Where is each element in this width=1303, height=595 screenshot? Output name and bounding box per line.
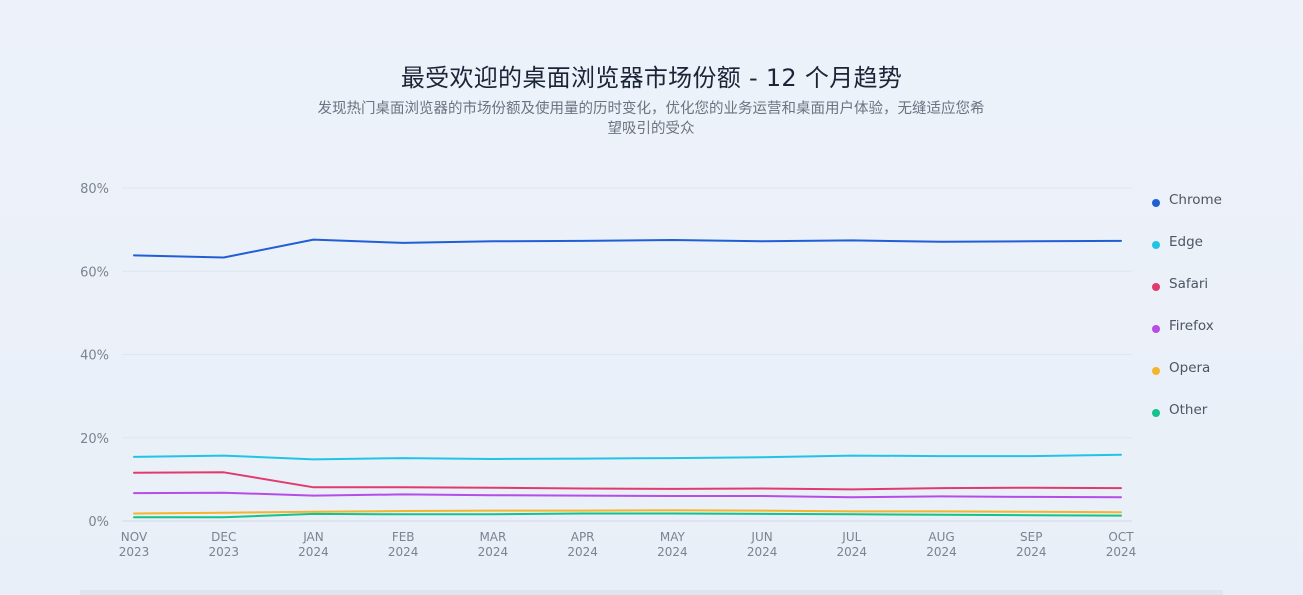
chart-title: 最受欢迎的桌面浏览器市场份额 - 12 个月趋势: [400, 64, 903, 92]
series-line-firefox: [133, 491, 1122, 499]
legend-dot-icon: [1152, 325, 1160, 333]
legend-item-safari[interactable]: Safari: [1150, 276, 1290, 318]
series-line-other: [133, 512, 1122, 519]
legend-item-chrome[interactable]: Chrome: [1150, 192, 1290, 234]
x-tick-label-month: OCT: [1108, 530, 1134, 544]
legend-label: Opera: [1169, 360, 1211, 376]
x-tick-label-year: 2024: [298, 545, 329, 559]
legend-dot-icon: [1152, 283, 1160, 291]
x-tick-label-year: 2023: [208, 545, 239, 559]
legend-item-other[interactable]: Other: [1150, 402, 1290, 444]
legend-item-firefox[interactable]: Firefox: [1150, 318, 1290, 360]
series-lines: [133, 238, 1122, 519]
legend-label: Chrome: [1169, 192, 1222, 208]
x-tick-label-month: SEP: [1020, 530, 1042, 544]
series-line-safari: [133, 471, 1122, 491]
legend-label: Edge: [1169, 234, 1203, 250]
x-tick-label-month: JUL: [841, 530, 861, 544]
chart-legend: Chrome Edge Safari Firefox Opera Other: [1150, 192, 1290, 444]
y-tick-label: 60%: [80, 265, 109, 280]
x-tick-label-month: MAY: [660, 530, 686, 544]
legend-label: Safari: [1169, 276, 1209, 292]
x-tick-label-year: 2024: [657, 545, 688, 559]
subtitle-line-2: 望吸引的受众: [607, 121, 695, 137]
x-axis-ticks: NOV2023DEC2023JAN2024FEB2024MAR2024APR20…: [119, 530, 1137, 559]
series-line-edge: [133, 453, 1122, 461]
x-tick-label-month: JUN: [750, 530, 772, 544]
x-tick-label-month: AUG: [928, 530, 954, 544]
legend-item-opera[interactable]: Opera: [1150, 360, 1290, 402]
y-tick-label: 20%: [80, 432, 109, 447]
chart-subtitle: 发现热门桌面浏览器的市场份额及使用量的历时变化，优化您的业务运营和桌面用户体验，…: [276, 99, 1026, 139]
x-tick-label-year: 2024: [567, 545, 598, 559]
x-tick-label-month: JAN: [302, 530, 324, 544]
legend-label: Other: [1169, 402, 1208, 418]
legend-dot-icon: [1152, 199, 1160, 207]
y-tick-label: 80%: [80, 182, 109, 197]
legend-label: Firefox: [1169, 318, 1214, 334]
legend-dot-icon: [1152, 409, 1160, 417]
x-tick-label-year: 2024: [747, 545, 778, 559]
legend-dot-icon: [1152, 367, 1160, 375]
x-tick-label-year: 2023: [119, 545, 150, 559]
legend-dot-icon: [1152, 241, 1160, 249]
series-line-opera: [133, 509, 1122, 515]
x-tick-label-year: 2024: [837, 545, 868, 559]
y-axis-ticks: 0% 20% 40% 60% 80%: [80, 182, 109, 530]
y-tick-label: 40%: [80, 349, 109, 364]
x-tick-label-month: FEB: [392, 530, 415, 544]
x-tick-label-month: APR: [571, 530, 595, 544]
series-line-chrome: [133, 238, 1122, 259]
grid-lines: [122, 187, 1132, 522]
x-tick-label-year: 2024: [1106, 545, 1137, 559]
x-tick-label-year: 2024: [388, 545, 419, 559]
legend-item-edge[interactable]: Edge: [1150, 234, 1290, 276]
x-tick-label-year: 2024: [478, 545, 509, 559]
x-tick-label-month: DEC: [211, 530, 236, 544]
y-tick-label: 0%: [88, 515, 109, 530]
x-tick-label-month: NOV: [121, 530, 148, 544]
subtitle-line-1: 发现热门桌面浏览器的市场份额及使用量的历时变化，优化您的业务运营和桌面用户体验，…: [317, 101, 985, 117]
x-tick-label-year: 2024: [1016, 545, 1047, 559]
x-tick-label-month: MAR: [479, 530, 506, 544]
x-tick-label-year: 2024: [926, 545, 957, 559]
bottom-divider: [80, 590, 1223, 595]
